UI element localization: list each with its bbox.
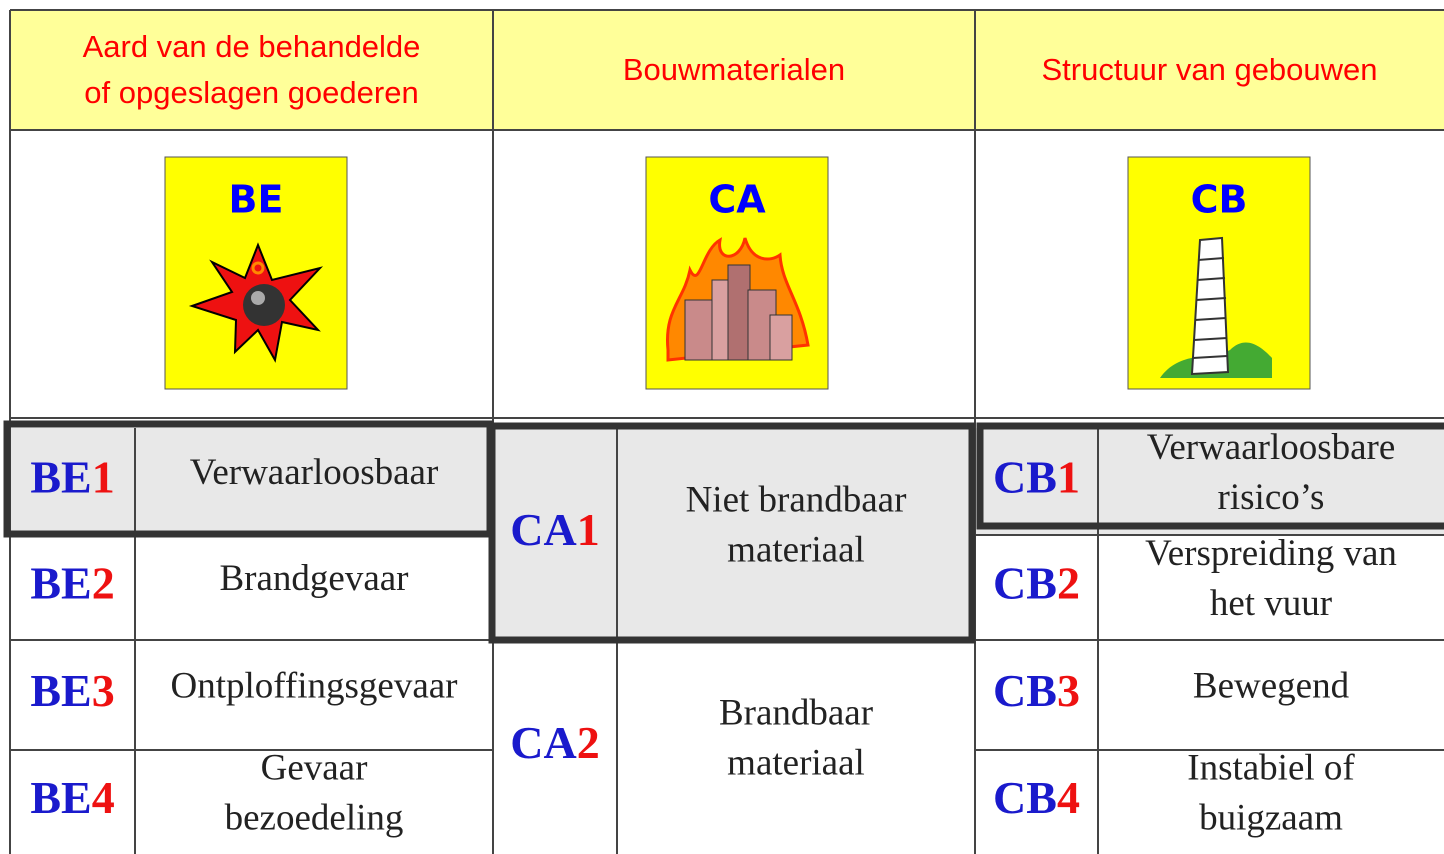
row-description: bezoedeling bbox=[225, 797, 404, 838]
code-prefix: CA bbox=[510, 717, 576, 768]
row-description: Ontploffingsgevaar bbox=[170, 665, 457, 706]
code-number: 4 bbox=[1057, 772, 1080, 823]
code-prefix: CB bbox=[993, 772, 1057, 823]
row-description: Gevaar bbox=[261, 747, 368, 788]
row-description: Verspreiding van bbox=[1145, 533, 1397, 574]
row-description: Instabiel of bbox=[1187, 747, 1355, 788]
row-description: Bewegend bbox=[1193, 665, 1350, 706]
tower-icon bbox=[1160, 236, 1272, 378]
header-text: of opgeslagen goederen bbox=[84, 75, 418, 110]
highlight-background bbox=[493, 428, 975, 640]
header-background bbox=[10, 10, 1444, 130]
code-number: 1 bbox=[1057, 451, 1080, 502]
highlight-border bbox=[488, 422, 976, 644]
code-number: 2 bbox=[92, 557, 115, 608]
row-code: CA1 bbox=[510, 504, 599, 555]
row-description: Niet brandbaar bbox=[686, 479, 907, 520]
row-description: Brandbaar bbox=[719, 692, 873, 733]
code-prefix: CB bbox=[993, 665, 1057, 716]
row-code: BE1 bbox=[30, 451, 114, 502]
header-text: Aard van de behandelde bbox=[83, 29, 421, 64]
row-code: CA2 bbox=[510, 717, 599, 768]
bomb-icon bbox=[188, 242, 324, 363]
header-text: Bouwmaterialen bbox=[623, 52, 845, 87]
code-prefix: BE bbox=[30, 665, 91, 716]
code-number: 4 bbox=[92, 772, 115, 823]
row-code: BE3 bbox=[30, 665, 114, 716]
row-description: Brandgevaar bbox=[219, 558, 408, 599]
code-number: 3 bbox=[1057, 665, 1080, 716]
code-number: 2 bbox=[577, 717, 600, 768]
code-prefix: CA bbox=[510, 504, 576, 555]
code-number: 1 bbox=[577, 504, 600, 555]
row-description: risico’s bbox=[1218, 477, 1325, 518]
row-description: Verwaarloosbaar bbox=[190, 452, 439, 493]
code-number: 3 bbox=[92, 665, 115, 716]
code-prefix: BE bbox=[30, 557, 91, 608]
icon-code: CA bbox=[708, 178, 766, 222]
row-description: materiaal bbox=[727, 742, 865, 783]
row-code: BE2 bbox=[30, 557, 114, 608]
code-prefix: CB bbox=[993, 557, 1057, 608]
row-code: CB4 bbox=[993, 772, 1080, 823]
row-description: materiaal bbox=[727, 529, 865, 570]
code-number: 2 bbox=[1057, 557, 1080, 608]
icon-code: CB bbox=[1191, 178, 1248, 222]
highlight-border bbox=[976, 422, 1444, 530]
icon-code: BE bbox=[229, 178, 284, 222]
code-prefix: BE bbox=[30, 772, 91, 823]
row-description: het vuur bbox=[1210, 583, 1332, 624]
row-description: Verwaarloosbare bbox=[1147, 427, 1396, 468]
row-code: CB2 bbox=[993, 557, 1080, 608]
row-code: CB3 bbox=[993, 665, 1080, 716]
highlight-background bbox=[10, 428, 493, 535]
highlight-background bbox=[975, 428, 1444, 535]
fire-icon bbox=[665, 237, 810, 362]
header-text: Structuur van gebouwen bbox=[1041, 52, 1377, 87]
code-prefix: CB bbox=[993, 451, 1057, 502]
row-code: BE4 bbox=[30, 772, 114, 823]
code-prefix: BE bbox=[30, 451, 91, 502]
row-description: buigzaam bbox=[1199, 797, 1343, 838]
row-code: CB1 bbox=[993, 451, 1080, 502]
code-number: 1 bbox=[92, 451, 115, 502]
